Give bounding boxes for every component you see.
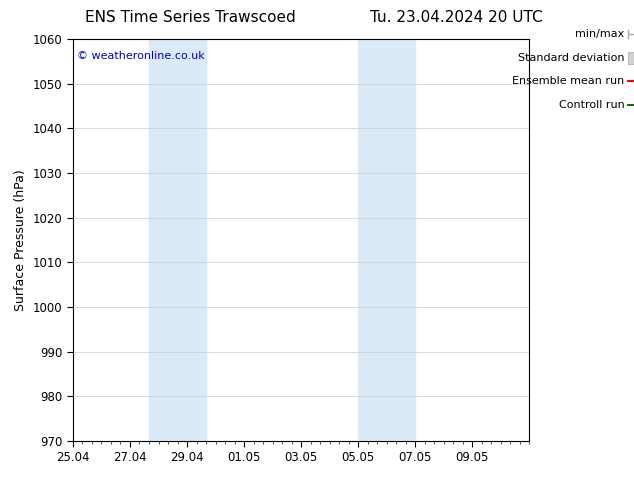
Text: ENS Time Series Trawscoed: ENS Time Series Trawscoed [85,10,295,25]
Text: min/max: min/max [575,29,624,39]
Text: Tu. 23.04.2024 20 UTC: Tu. 23.04.2024 20 UTC [370,10,543,25]
Text: Standard deviation: Standard deviation [518,53,624,63]
Bar [358,39,415,441]
Bar [149,39,206,441]
Text: Ensemble mean run: Ensemble mean run [512,76,624,86]
Text: © weatheronline.co.uk: © weatheronline.co.uk [77,51,205,61]
Text: Controll run: Controll run [559,100,624,110]
Y-axis label: Surface Pressure (hPa): Surface Pressure (hPa) [14,169,27,311]
